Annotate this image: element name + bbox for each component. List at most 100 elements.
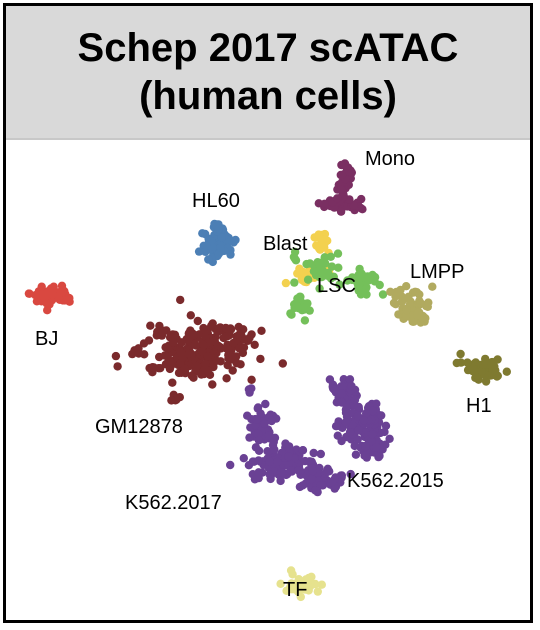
data-point bbox=[48, 290, 57, 299]
data-point bbox=[37, 282, 46, 291]
data-point bbox=[265, 470, 274, 479]
data-point bbox=[423, 302, 432, 311]
data-point bbox=[468, 364, 477, 373]
data-point bbox=[146, 321, 155, 330]
data-point bbox=[368, 430, 377, 439]
data-point bbox=[317, 272, 326, 282]
data-point bbox=[477, 367, 486, 376]
data-point bbox=[341, 418, 351, 427]
data-point bbox=[304, 582, 314, 591]
data-point bbox=[357, 194, 366, 204]
data-point bbox=[355, 279, 364, 289]
data-point bbox=[197, 370, 206, 379]
cluster-label-k562-2015: K562.2015 bbox=[347, 470, 444, 492]
data-point bbox=[245, 433, 254, 442]
data-point bbox=[286, 309, 295, 318]
data-point bbox=[201, 359, 210, 369]
series-gm12878 bbox=[111, 295, 287, 405]
data-point bbox=[193, 316, 202, 326]
data-point bbox=[212, 356, 221, 365]
figure-frame: Schep 2017 scATAC (human cells) Mono HL60… bbox=[3, 3, 533, 623]
data-point bbox=[208, 380, 217, 389]
data-point bbox=[304, 573, 314, 583]
data-point bbox=[276, 476, 285, 486]
data-point bbox=[251, 443, 261, 452]
data-point bbox=[247, 375, 256, 384]
labels-layer: Mono HL60 Blast LMPP LSC BJ H1 GM12878 K562.2015… bbox=[35, 148, 492, 601]
data-point bbox=[239, 454, 248, 463]
data-point bbox=[253, 429, 263, 439]
data-point bbox=[184, 349, 194, 358]
data-point bbox=[226, 348, 235, 358]
data-point bbox=[326, 252, 335, 261]
data-point bbox=[361, 441, 370, 451]
data-point bbox=[301, 303, 310, 312]
data-point bbox=[337, 160, 346, 170]
data-point bbox=[281, 278, 291, 288]
data-point bbox=[210, 337, 219, 346]
data-point bbox=[250, 340, 259, 349]
data-point bbox=[313, 587, 322, 596]
data-point bbox=[228, 366, 237, 375]
data-point bbox=[331, 422, 341, 431]
data-point bbox=[223, 361, 232, 370]
cluster-label-hl60: HL60 bbox=[192, 190, 240, 212]
data-point bbox=[113, 362, 122, 371]
data-point bbox=[168, 378, 177, 387]
data-point bbox=[359, 416, 369, 425]
data-point bbox=[257, 326, 266, 335]
data-point bbox=[311, 486, 320, 495]
data-point bbox=[128, 349, 137, 359]
data-point bbox=[315, 284, 324, 293]
data-point bbox=[481, 377, 491, 386]
data-point bbox=[318, 235, 327, 244]
scatter-plot: Mono HL60 Blast LMPP LSC BJ H1 GM12878 K562.2015… bbox=[24, 148, 511, 602]
data-point bbox=[378, 290, 388, 299]
data-point bbox=[346, 469, 355, 479]
data-point bbox=[176, 295, 185, 305]
data-point bbox=[316, 449, 325, 459]
data-point bbox=[307, 457, 316, 466]
data-point bbox=[345, 375, 355, 384]
data-point bbox=[288, 570, 297, 579]
data-point bbox=[217, 233, 226, 242]
data-point bbox=[416, 298, 425, 308]
data-point bbox=[372, 443, 381, 452]
data-point bbox=[254, 468, 263, 477]
data-point bbox=[333, 194, 342, 203]
data-point bbox=[308, 466, 317, 476]
data-point bbox=[334, 263, 343, 272]
data-point bbox=[207, 321, 216, 330]
data-point bbox=[260, 419, 269, 428]
data-point bbox=[294, 466, 303, 475]
data-point bbox=[187, 331, 196, 341]
data-point bbox=[226, 250, 235, 259]
data-point bbox=[254, 436, 264, 445]
data-point bbox=[166, 358, 175, 367]
data-point bbox=[276, 579, 285, 588]
data-point bbox=[336, 207, 346, 216]
data-point bbox=[270, 445, 279, 454]
data-point bbox=[361, 451, 370, 460]
data-point bbox=[296, 292, 305, 301]
data-point bbox=[309, 448, 318, 458]
data-point bbox=[413, 308, 423, 318]
data-point bbox=[204, 255, 213, 264]
data-point bbox=[303, 275, 313, 284]
data-point bbox=[134, 344, 143, 353]
data-point bbox=[111, 351, 121, 361]
data-point bbox=[245, 333, 254, 343]
data-point bbox=[335, 280, 344, 289]
data-point bbox=[290, 247, 300, 257]
data-point bbox=[391, 292, 400, 301]
data-point bbox=[300, 316, 310, 325]
data-point bbox=[214, 224, 223, 233]
data-point bbox=[354, 426, 363, 435]
series-h1 bbox=[452, 349, 511, 386]
data-point bbox=[364, 276, 373, 285]
data-point bbox=[333, 249, 343, 258]
data-point bbox=[221, 323, 230, 333]
data-point bbox=[314, 259, 324, 268]
data-point bbox=[197, 347, 207, 356]
data-point bbox=[354, 402, 363, 412]
